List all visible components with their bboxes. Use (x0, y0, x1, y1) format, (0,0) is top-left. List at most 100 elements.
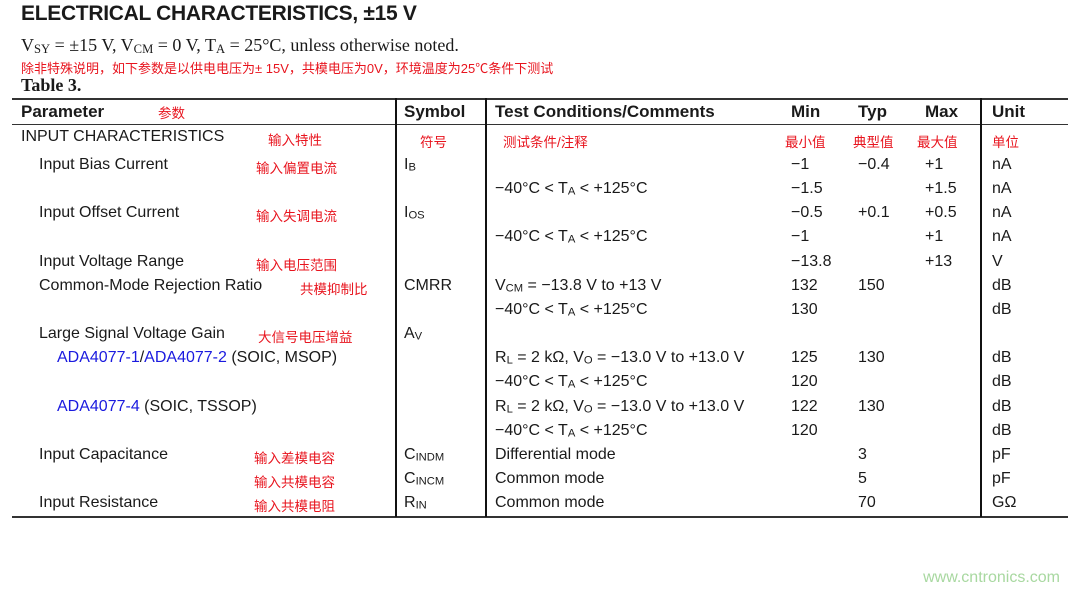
row-test-conditions: −40°C < TA < +125°C (495, 373, 648, 391)
row-test-conditions: −40°C < TA < +125°C (495, 180, 648, 198)
header-rule (12, 124, 1068, 125)
header-unit: Unit (992, 102, 1026, 121)
watermark: www.cntronics.com (923, 569, 1060, 586)
row-parameter: Large Signal Voltage Gain (39, 325, 225, 343)
header-min: Min (791, 102, 821, 121)
table-label: Table 3. (21, 75, 82, 95)
row-min: 120 (791, 422, 818, 439)
text-segment: SY (34, 41, 51, 56)
text-segment: Input Bias Current (39, 156, 168, 173)
row-max: +1 (925, 156, 944, 173)
header-cn-test: 测试条件/注释 (503, 135, 588, 150)
text-segment: CM (133, 41, 154, 56)
row-min: −0.5 (791, 204, 823, 221)
header-cn-typ: 典型值 (853, 135, 894, 150)
header-param: Parameter (21, 102, 105, 121)
row-unit: pF (992, 470, 1011, 487)
row-symbol: RIN (404, 494, 427, 512)
text-segment: A (215, 41, 226, 56)
text-segment: −40°C < T (495, 180, 568, 197)
column-divider (485, 98, 487, 517)
row-parameter-cn: 输入共模电阻 (254, 499, 335, 514)
text-segment: Common-Mode Rejection Ratio (39, 277, 263, 294)
text-segment: < +125°C (575, 422, 648, 439)
text-segment: Large Signal Voltage Gain (39, 325, 225, 342)
row-typ: +0.1 (858, 204, 890, 221)
row-test-conditions: −40°C < TA < +125°C (495, 228, 648, 246)
row-parameter: INPUT CHARACTERISTICS (21, 128, 224, 146)
text-segment: B (408, 161, 416, 174)
row-min: −1.5 (791, 180, 823, 197)
row-min: 122 (791, 398, 818, 415)
text-segment: A (404, 325, 415, 342)
text-segment: (SOIC, MSOP) (226, 349, 338, 366)
row-min: 130 (791, 301, 818, 318)
product-link[interactable]: ADA4077-1 (57, 349, 140, 366)
text-segment: Input Voltage Range (39, 253, 185, 270)
row-parameter: Input Resistance (39, 494, 158, 512)
row-parameter-cn: 输入电压范围 (256, 258, 337, 273)
text-segment: A (567, 306, 576, 319)
text-segment: = −13.0 V to +13.0 V (592, 398, 745, 415)
text-segment: < +125°C (575, 180, 648, 197)
row-test-conditions: −40°C < TA < +125°C (495, 301, 648, 319)
row-min: 125 (791, 349, 818, 366)
row-symbol: CINCM (404, 470, 444, 488)
row-parameter: Input Voltage Range (39, 253, 184, 271)
test-conditions-note-cn: 除非特殊说明，如下参数是以供电电压为± 15V，共模电压为0V，环境温度为25℃… (21, 61, 554, 76)
row-max: +1.5 (925, 180, 957, 197)
text-segment: = 25°C, unless otherwise noted. (225, 35, 459, 55)
row-symbol: IB (404, 156, 416, 174)
table-bottom-rule (12, 516, 1068, 518)
text-segment: V (495, 277, 506, 294)
header-cn-symbol: 符号 (420, 135, 447, 150)
row-min: −1 (791, 228, 810, 245)
row-parameter-cn: 输入失调电流 (256, 209, 337, 224)
text-segment: L (506, 354, 513, 367)
row-unit: nA (992, 156, 1012, 173)
row-min: 132 (791, 277, 818, 294)
text-segment: R (495, 349, 507, 366)
text-segment: < +125°C (575, 373, 648, 390)
product-link[interactable]: ADA4077-4 (57, 398, 140, 415)
text-segment: L (506, 403, 513, 416)
header-cn-max: 最大值 (917, 135, 958, 150)
row-parameter: ADA4077-1/ADA4077-2 (SOIC, MSOP) (57, 349, 337, 367)
text-segment: I (404, 204, 409, 221)
header-max: Max (925, 102, 959, 121)
text-segment: IN (415, 499, 427, 512)
row-unit: nA (992, 180, 1012, 197)
text-segment: C (404, 470, 416, 487)
row-typ: 150 (858, 277, 885, 294)
row-unit: dB (992, 301, 1012, 318)
row-unit: dB (992, 373, 1012, 390)
header-test: Test Conditions/Comments (495, 102, 715, 121)
text-segment: Input Offset Current (39, 204, 180, 221)
row-parameter: Input Offset Current (39, 204, 179, 222)
row-unit: nA (992, 228, 1012, 245)
header-symbol: Symbol (404, 102, 466, 121)
text-segment: Differential mode (495, 446, 616, 463)
text-segment: = 2 kΩ, V (512, 398, 584, 415)
row-max: +1 (925, 228, 944, 245)
row-min: 120 (791, 373, 818, 390)
product-link[interactable]: ADA4077-2 (144, 349, 227, 366)
row-unit: GΩ (992, 494, 1017, 511)
text-segment: = ±15 V, V (50, 35, 134, 55)
test-conditions-note: VSY = ±15 V, VCM = 0 V, TA = 25°C, unles… (21, 35, 459, 57)
row-parameter-cn: 大信号电压增益 (258, 330, 353, 345)
row-symbol: AV (404, 325, 422, 343)
text-segment: (SOIC, TSSOP) (139, 398, 257, 415)
header-cn-param: 参数 (158, 106, 185, 121)
row-test-conditions: RL = 2 kΩ, VO = −13.0 V to +13.0 V (495, 398, 744, 416)
row-parameter-cn: 输入偏置电流 (256, 161, 337, 176)
row-test-conditions: Common mode (495, 470, 604, 488)
row-typ: −0.4 (858, 156, 890, 173)
text-segment: = −13.8 V to +13 V (523, 277, 662, 294)
row-parameter: Common-Mode Rejection Ratio (39, 277, 262, 295)
header-cn-min: 最小值 (785, 135, 826, 150)
row-test-conditions: VCM = −13.8 V to +13 V (495, 277, 661, 295)
text-segment: −40°C < T (495, 373, 568, 390)
row-test-conditions: −40°C < TA < +125°C (495, 422, 648, 440)
row-symbol: CINDM (404, 446, 444, 464)
